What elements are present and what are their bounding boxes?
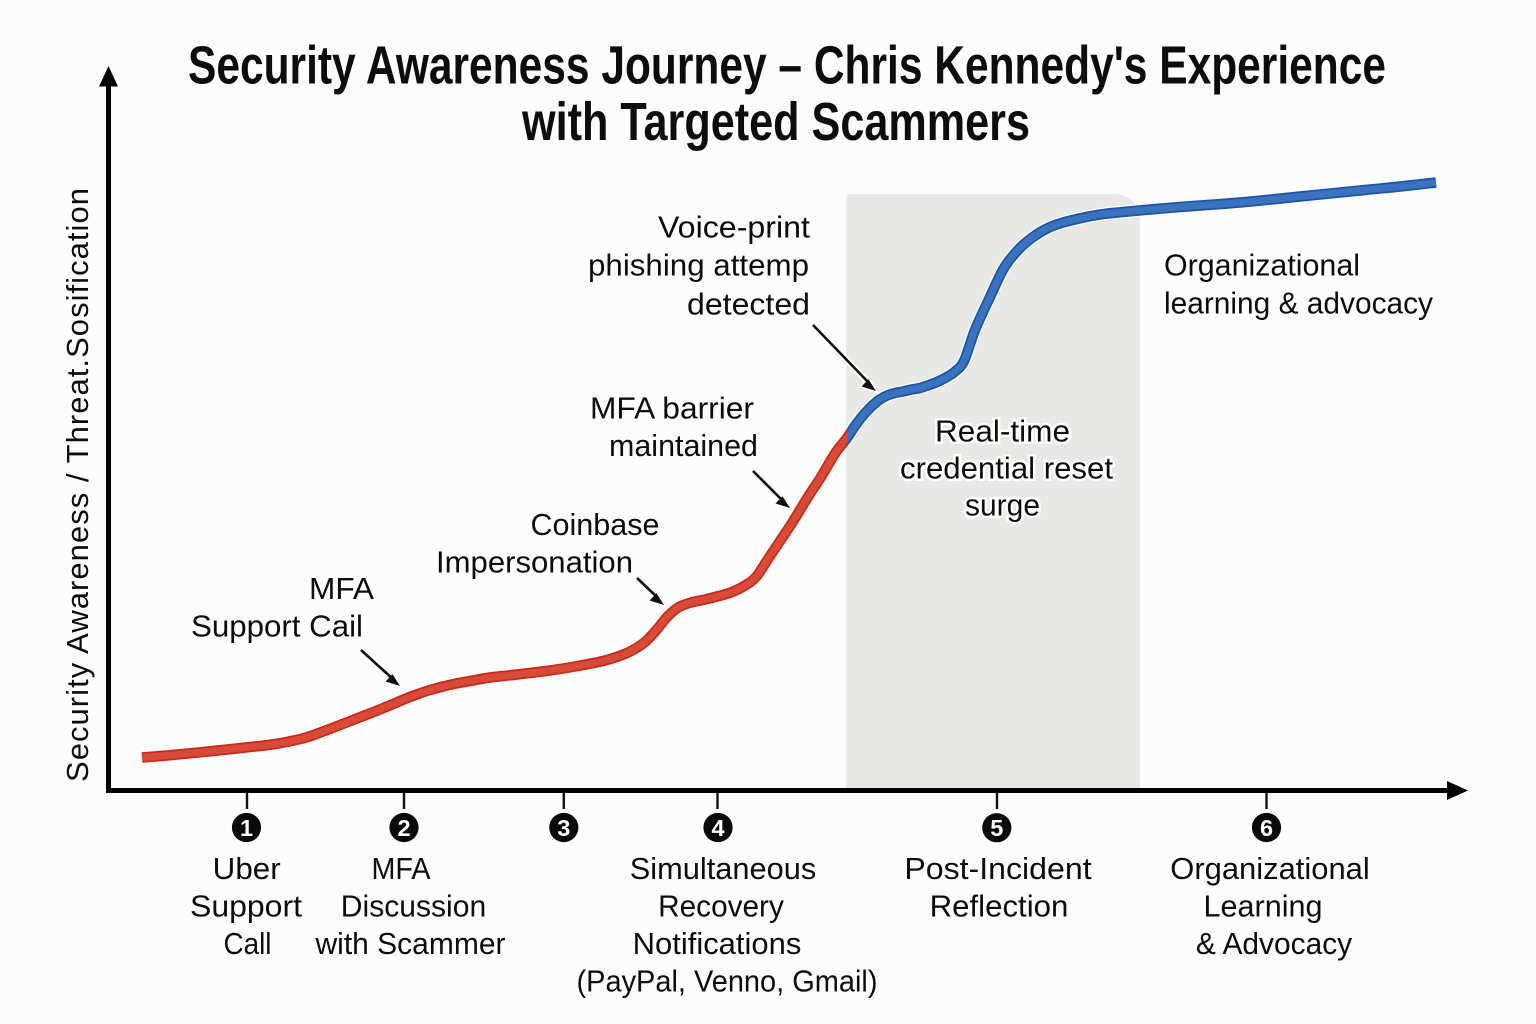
svg-text:(PayPal, Venno, Gmail): (PayPal, Venno, Gmail) [577, 964, 878, 999]
svg-text:Coinbase: Coinbase [531, 507, 660, 542]
svg-text:Organizational: Organizational [1170, 851, 1370, 886]
svg-text:surge: surge [965, 488, 1040, 523]
svg-text:Support Cail: Support Cail [191, 609, 363, 644]
svg-text:MFA: MFA [372, 851, 431, 886]
svg-text:Recovery: Recovery [658, 889, 784, 924]
svg-text:Organizational: Organizational [1164, 248, 1360, 283]
svg-text:2: 2 [397, 815, 410, 841]
svg-text:Learning: Learning [1204, 889, 1323, 924]
svg-text:with Scammer: with Scammer [315, 926, 506, 961]
svg-text:MFA: MFA [309, 571, 374, 606]
svg-text:detected: detected [687, 287, 810, 322]
svg-text:Uber: Uber [213, 851, 281, 886]
svg-text:4: 4 [711, 815, 724, 841]
svg-text:credential reset: credential reset [900, 451, 1113, 486]
svg-text:maintained: maintained [609, 428, 758, 463]
svg-text:Discussion: Discussion [341, 889, 486, 924]
svg-text:Post-Incident: Post-Incident [904, 851, 1092, 886]
svg-text:Reflection: Reflection [930, 889, 1069, 924]
svg-text:Security Awareness / Threat.So: Security Awareness / Threat.Sosification [60, 188, 95, 782]
svg-text:phishing attemp: phishing attemp [588, 248, 809, 283]
svg-text:& Advocacy: & Advocacy [1196, 926, 1353, 961]
svg-text:with Targeted Scammers: with Targeted Scammers [521, 92, 1030, 152]
svg-text:Security Awareness Journey – C: Security Awareness Journey – Chris Kenne… [188, 36, 1386, 96]
svg-text:Call: Call [224, 926, 272, 961]
svg-text:Voice-print: Voice-print [658, 210, 810, 245]
svg-text:Simultaneous: Simultaneous [630, 851, 817, 886]
svg-text:Notifications: Notifications [633, 926, 802, 961]
svg-text:5: 5 [990, 815, 1003, 841]
svg-text:Impersonation: Impersonation [436, 545, 633, 580]
svg-text:3: 3 [557, 815, 570, 841]
svg-text:Support: Support [190, 889, 302, 924]
svg-text:learning & advocacy: learning & advocacy [1164, 286, 1433, 321]
svg-text:MFA barrier: MFA barrier [590, 391, 754, 426]
svg-text:6: 6 [1260, 815, 1273, 841]
svg-text:Real-time: Real-time [935, 414, 1070, 449]
svg-text:1: 1 [240, 815, 253, 841]
